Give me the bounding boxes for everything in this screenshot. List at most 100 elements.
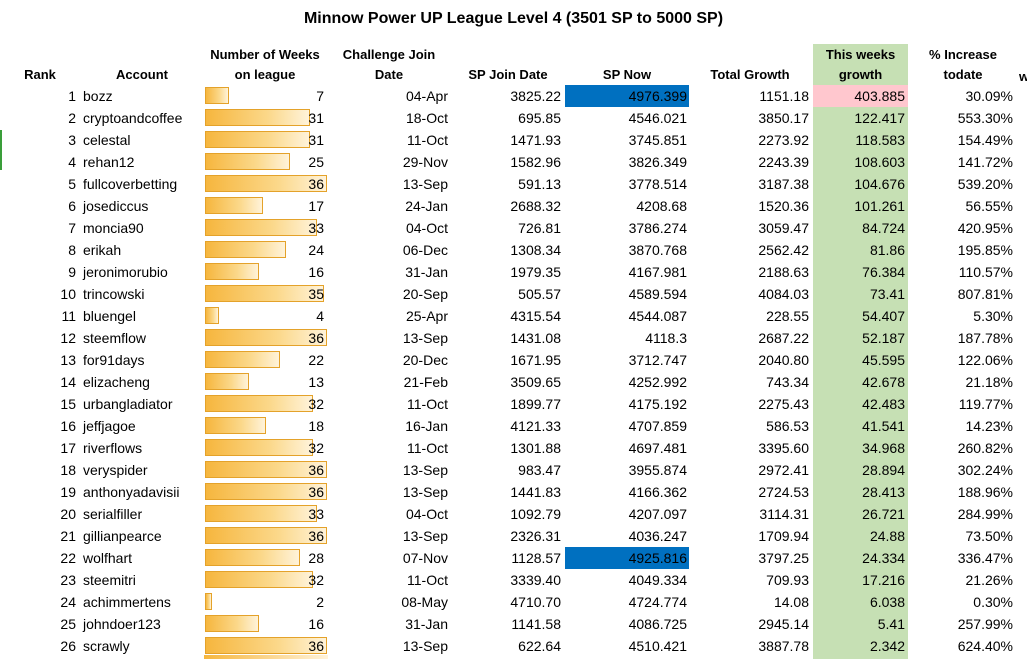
week-growth-cell[interactable]: 118.583 xyxy=(855,132,905,148)
account-cell[interactable]: veryspider xyxy=(83,462,148,478)
week-growth-cell[interactable]: 34.968 xyxy=(862,440,905,456)
weeks-cell[interactable]: 31 xyxy=(204,129,328,151)
week-growth-cell[interactable]: 45.595 xyxy=(862,352,905,368)
week-growth-cell[interactable]: 403.885 xyxy=(813,85,908,107)
total-growth-cell[interactable]: 2040.80 xyxy=(758,352,809,368)
pct-increase-cell[interactable]: 141.72% xyxy=(957,154,1013,170)
join-date-cell[interactable]: 13-Sep xyxy=(402,638,448,654)
join-date-cell[interactable]: 24-Jan xyxy=(405,198,448,214)
pct-increase-cell[interactable]: 0.30% xyxy=(973,594,1013,610)
total-growth-cell[interactable]: 2188.63 xyxy=(758,264,809,280)
sp-join-cell[interactable]: 1671.95 xyxy=(510,352,561,368)
pct-increase-cell[interactable]: 5.30% xyxy=(973,308,1013,324)
pct-increase-cell[interactable]: 122.06% xyxy=(957,352,1013,368)
pct-increase-cell[interactable]: 21.26% xyxy=(965,572,1013,588)
sp-now-cell[interactable]: 4976.399 xyxy=(565,85,689,107)
total-growth-cell[interactable]: 3114.31 xyxy=(759,506,809,522)
week-growth-cell[interactable]: 108.603 xyxy=(854,154,905,170)
rank-cell[interactable]: 17 xyxy=(60,440,76,456)
sp-now-cell[interactable]: 4697.481 xyxy=(628,440,687,456)
rank-cell[interactable]: 18 xyxy=(60,462,76,478)
week-growth-cell[interactable]: 17.216 xyxy=(862,572,905,588)
sp-now-cell[interactable]: 3826.349 xyxy=(628,154,687,170)
pct-increase-cell[interactable]: 420.95% xyxy=(957,220,1013,236)
week-growth-cell[interactable]: 54.407 xyxy=(862,308,905,324)
sp-join-cell[interactable]: 1471.93 xyxy=(510,132,561,148)
rank-cell[interactable]: 1 xyxy=(68,88,76,104)
total-growth-cell[interactable]: 4084.03 xyxy=(758,286,809,302)
total-growth-cell[interactable]: 2275.43 xyxy=(758,396,809,412)
rank-cell[interactable]: 21 xyxy=(60,528,76,544)
pct-increase-cell[interactable]: 539.20% xyxy=(957,176,1013,192)
rank-cell[interactable]: 11 xyxy=(61,308,76,324)
rank-cell[interactable]: 14 xyxy=(60,374,76,390)
total-growth-cell[interactable]: 3797.25 xyxy=(758,550,809,566)
weeks-cell[interactable]: 32 xyxy=(204,393,328,415)
sp-join-cell[interactable]: 622.64 xyxy=(518,638,561,654)
weeks-cell[interactable]: 2 xyxy=(204,591,328,613)
week-growth-cell[interactable]: 2.342 xyxy=(869,638,905,654)
account-cell[interactable]: riverflows xyxy=(83,440,143,456)
week-growth-cell[interactable]: 101.261 xyxy=(854,198,905,214)
rank-cell[interactable]: 7 xyxy=(68,220,76,236)
weeks-cell[interactable]: 32 xyxy=(204,569,328,591)
account-cell[interactable]: anthonyadavisii xyxy=(83,484,180,500)
pct-increase-cell[interactable]: 56.55% xyxy=(965,198,1013,214)
sp-join-cell[interactable]: 1301.88 xyxy=(510,440,561,456)
sp-now-cell[interactable]: 4036.247 xyxy=(628,528,687,544)
sp-join-cell[interactable]: 1979.35 xyxy=(510,264,561,280)
sp-join-cell[interactable]: 1582.96 xyxy=(510,154,561,170)
join-date-cell[interactable]: 31-Jan xyxy=(405,616,448,632)
account-cell[interactable]: bozz xyxy=(83,88,113,104)
sp-now-cell[interactable]: 4166.362 xyxy=(628,484,687,500)
pct-increase-cell[interactable]: 195.85% xyxy=(957,242,1013,258)
sp-join-cell[interactable]: 4315.54 xyxy=(510,308,561,324)
weeks-cell[interactable]: 22 xyxy=(204,349,328,371)
weeks-cell[interactable]: 36 xyxy=(204,525,328,547)
rank-cell[interactable]: 22 xyxy=(60,550,76,566)
pct-increase-cell[interactable]: 154.49% xyxy=(957,132,1013,148)
sp-now-cell[interactable]: 4544.087 xyxy=(628,308,687,324)
sp-now-cell[interactable]: 3870.768 xyxy=(628,242,687,258)
weeks-cell[interactable]: 17 xyxy=(204,195,328,217)
pct-increase-cell[interactable]: 553.30% xyxy=(957,110,1013,126)
total-growth-cell[interactable]: 3850.17 xyxy=(758,110,809,126)
pct-increase-cell[interactable]: 30.09% xyxy=(965,88,1013,104)
pct-increase-cell[interactable]: 21.18% xyxy=(965,374,1013,390)
pct-increase-cell[interactable]: 188.96% xyxy=(957,484,1013,500)
rank-cell[interactable]: 12 xyxy=(60,330,76,346)
total-growth-cell[interactable]: 743.34 xyxy=(766,374,809,390)
rank-cell[interactable]: 9 xyxy=(68,264,76,280)
rank-cell[interactable]: 4 xyxy=(68,154,76,170)
account-cell[interactable]: gillianpearce xyxy=(83,528,162,544)
weeks-cell[interactable]: 35 xyxy=(204,283,328,305)
rank-cell[interactable]: 24 xyxy=(60,594,76,610)
join-date-cell[interactable]: 06-Dec xyxy=(402,242,448,258)
account-cell[interactable]: steemitri xyxy=(83,572,136,588)
sp-now-cell[interactable]: 4167.981 xyxy=(628,264,687,280)
total-growth-cell[interactable]: 2243.39 xyxy=(758,154,809,170)
join-date-cell[interactable]: 07-Nov xyxy=(402,550,448,566)
weeks-cell[interactable]: 16 xyxy=(204,261,328,283)
pct-increase-cell[interactable]: 302.24% xyxy=(957,462,1013,478)
account-cell[interactable]: wolfhart xyxy=(83,550,133,566)
week-growth-cell[interactable]: 122.417 xyxy=(854,110,905,126)
account-cell[interactable]: moncia90 xyxy=(83,220,144,236)
account-cell[interactable]: achimmertens xyxy=(83,594,171,610)
pct-increase-cell[interactable]: 187.78% xyxy=(957,330,1013,346)
weeks-cell[interactable]: 36 xyxy=(204,173,328,195)
join-date-cell[interactable]: 11-Oct xyxy=(407,440,448,456)
weeks-cell[interactable]: 36 xyxy=(204,327,328,349)
total-growth-cell[interactable]: 2972.41 xyxy=(758,462,809,478)
total-growth-cell[interactable]: 3395.60 xyxy=(758,440,809,456)
account-cell[interactable]: elizacheng xyxy=(83,374,150,390)
weeks-cell[interactable]: 36 xyxy=(204,481,328,503)
week-growth-cell[interactable]: 76.384 xyxy=(862,264,905,280)
week-growth-cell[interactable]: 5.41 xyxy=(877,616,905,632)
total-growth-cell[interactable]: 2687.22 xyxy=(758,330,809,346)
account-cell[interactable]: fullcoverbetting xyxy=(83,176,178,192)
sp-join-cell[interactable]: 695.85 xyxy=(518,110,561,126)
sp-join-cell[interactable]: 3339.40 xyxy=(510,572,561,588)
account-cell[interactable]: jeronimorubio xyxy=(83,264,168,280)
join-date-cell[interactable]: 11-Oct xyxy=(407,132,448,148)
